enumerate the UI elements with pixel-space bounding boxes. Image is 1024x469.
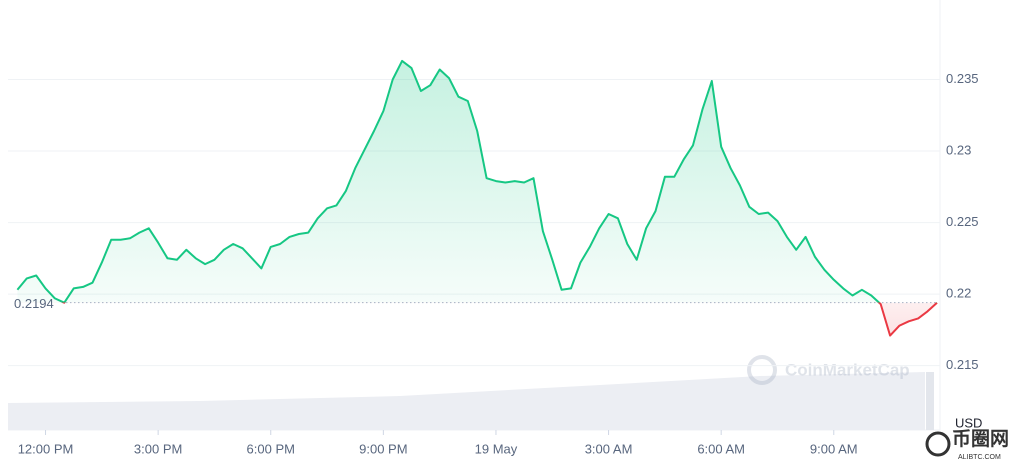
- x-tick-label: 9:00 PM: [359, 441, 407, 456]
- logo-icon: [925, 431, 951, 457]
- volume-area: [8, 372, 925, 430]
- logo: 币圈网 ALIBTC.COM: [925, 428, 1009, 461]
- y-tick-label: 0.215: [946, 357, 979, 372]
- y-tick-label: 0.23: [946, 142, 971, 157]
- currency-label: USD: [955, 415, 982, 430]
- x-tick-label: 3:00 AM: [585, 441, 633, 456]
- price-area: [17, 60, 937, 336]
- x-tick-label: 6:00 PM: [247, 441, 295, 456]
- watermark-text: CoinMarketCap: [785, 360, 910, 379]
- y-tick-label: 0.235: [946, 71, 979, 86]
- y-tick-label: 0.22: [946, 286, 971, 301]
- price-line: [16, 59, 938, 337]
- watermark: CoinMarketCap: [747, 355, 910, 385]
- x-tick-label: 19 May: [475, 441, 518, 456]
- x-tick-label: 12:00 PM: [18, 441, 74, 456]
- y-tick-label: 0.225: [946, 214, 979, 229]
- x-tick-label: 9:00 AM: [810, 441, 858, 456]
- logo-text: 币圈网: [952, 428, 1009, 450]
- volume-bar: [926, 372, 934, 430]
- x-tick-label: 3:00 PM: [134, 441, 182, 456]
- baseline-label: 0.2194: [14, 296, 54, 311]
- watermark-icon: [747, 355, 777, 385]
- logo-subtext: ALIBTC.COM: [958, 454, 1001, 461]
- x-tick-label: 6:00 AM: [697, 441, 745, 456]
